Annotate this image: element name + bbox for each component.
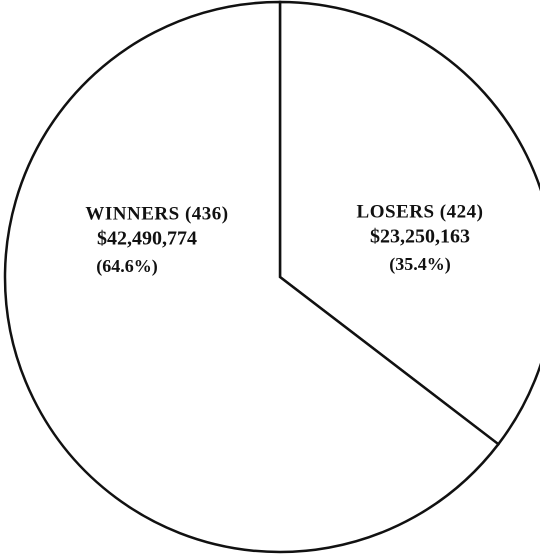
slice-amount: $42,490,774 — [97, 228, 197, 250]
slice-value-label: (64.6%) — [96, 256, 158, 277]
pie — [3, 0, 540, 554]
slice-name: LOSERS (424) — [357, 201, 484, 222]
slice-amount: $23,250,163 — [370, 226, 470, 248]
pie-slice — [278, 0, 540, 446]
pie-slice — [3, 0, 501, 554]
slice-name: WINNERS (436) — [85, 203, 228, 224]
slice-value-label: (35.4%) — [389, 254, 451, 275]
labels: LOSERS (424) $23,250,163 (35.4%) WINNERS (4… — [85, 201, 483, 277]
